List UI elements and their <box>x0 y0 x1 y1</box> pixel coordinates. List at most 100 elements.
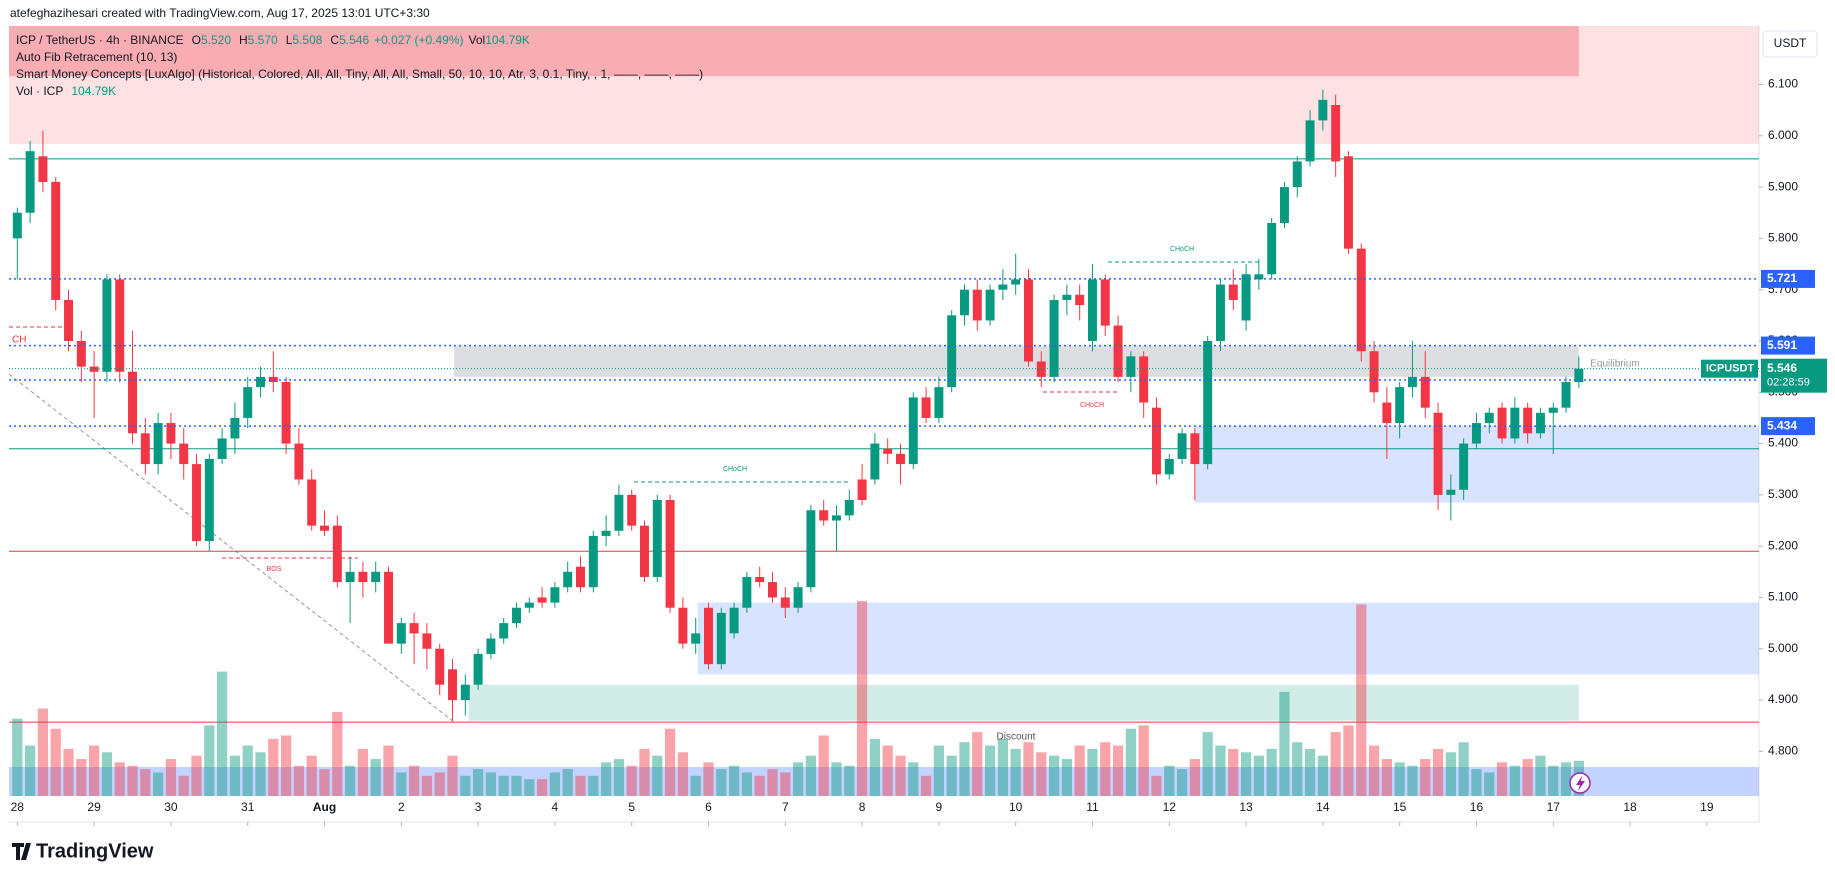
volume-bar <box>229 755 241 796</box>
volume-bar <box>460 775 471 796</box>
candle-body <box>883 448 893 454</box>
candle-body <box>742 576 752 608</box>
currency-box[interactable] <box>1762 30 1818 58</box>
x-tick-label: 29 <box>87 800 101 814</box>
volume-bar <box>1176 769 1188 796</box>
volume-bar <box>1164 765 1175 796</box>
candle-body <box>652 500 662 577</box>
candle-body <box>1126 356 1136 377</box>
x-tick-label: 17 <box>1547 800 1561 814</box>
candle-body <box>115 279 125 372</box>
candle-body <box>332 525 342 583</box>
volume-bar <box>1330 732 1341 796</box>
candle-body <box>512 607 521 624</box>
volume-bar <box>408 765 420 796</box>
symbol-label: ICPUSDT <box>1706 363 1755 375</box>
volume-bar <box>191 755 202 796</box>
volume-bar <box>575 775 586 796</box>
candle-body <box>1062 294 1072 300</box>
candle-body <box>409 623 419 634</box>
y-tick-label: 4.800 <box>1768 744 1798 758</box>
volume-bar <box>88 745 100 796</box>
volume-bar <box>1023 742 1034 796</box>
candle-body <box>588 535 598 588</box>
volume-bar <box>421 775 433 796</box>
volume-bar <box>831 762 842 796</box>
volume-bar <box>588 775 599 796</box>
candle-body <box>870 443 880 480</box>
x-tick-label: 11 <box>1086 800 1099 814</box>
candle-body <box>1318 99 1328 121</box>
volume-bar <box>1356 604 1367 796</box>
symbol-box <box>1701 359 1758 378</box>
volume-bar <box>1189 759 1200 796</box>
header: atefeghazihesari created with TradingVie… <box>10 6 430 20</box>
volume-bar <box>652 755 663 796</box>
volume-bar <box>447 755 458 796</box>
volume-bar <box>792 762 804 796</box>
level-label: 5.434 <box>1767 418 1797 432</box>
candle-body <box>780 597 790 608</box>
level-label: 5.591 <box>1767 338 1797 352</box>
volume-bar <box>780 772 791 796</box>
volume-bar <box>536 779 548 796</box>
x-tick-label: 16 <box>1470 800 1484 814</box>
volume-bar <box>1560 762 1572 796</box>
candle-body <box>985 289 995 321</box>
candle-body <box>665 500 675 608</box>
candle-body <box>179 443 189 465</box>
candle-body <box>947 315 957 388</box>
candle-body <box>1523 407 1533 434</box>
volume-bar <box>869 738 881 796</box>
trend-line <box>8 373 455 723</box>
candle-body <box>384 571 393 644</box>
candle-body <box>793 587 803 608</box>
candle-body <box>1305 120 1315 162</box>
candle-body <box>1139 356 1149 403</box>
volume-bar <box>1548 765 1559 796</box>
annotation: Discount <box>997 732 1036 743</box>
volume-bar <box>76 759 87 796</box>
candle-body <box>972 289 982 321</box>
x-tick-label: 13 <box>1239 800 1253 814</box>
volume-bar <box>1343 725 1354 796</box>
last-price-box <box>1761 358 1827 393</box>
volume-bar <box>741 772 753 796</box>
candle-body <box>76 340 86 367</box>
volume-bar <box>984 745 996 796</box>
candle-body <box>768 582 777 598</box>
y-tick-label: 5.200 <box>1768 538 1798 552</box>
candle-body <box>460 684 470 701</box>
candle-body <box>1446 489 1456 495</box>
candle-body <box>102 279 112 372</box>
volume-bar <box>242 745 253 796</box>
volume-bar <box>895 755 906 796</box>
volume-bar <box>152 772 164 796</box>
candle-body <box>1331 105 1341 162</box>
candle-body <box>25 151 35 213</box>
candle-body <box>1433 412 1443 495</box>
volume-legend: Vol · ICP 104.79K <box>16 84 116 98</box>
volume-bar <box>396 772 407 796</box>
candle-body <box>217 438 227 459</box>
annotation: BOS <box>267 566 282 573</box>
volume-bar <box>1509 765 1520 796</box>
candle-body <box>38 156 48 182</box>
volume-bar <box>319 769 330 796</box>
volume-bar <box>1317 755 1328 796</box>
x-tick-label: 28 <box>11 800 25 814</box>
volume-bar <box>1304 748 1316 796</box>
volume-bar <box>1292 742 1303 796</box>
x-tick-label: 8 <box>859 800 866 814</box>
volume-bar <box>1112 745 1124 796</box>
candle-body <box>1036 361 1046 377</box>
volume-bar <box>1420 759 1431 796</box>
volume-bar <box>920 775 932 796</box>
volume-bar <box>1228 748 1239 796</box>
volume-bar <box>1048 755 1060 796</box>
candle-body <box>959 289 969 316</box>
volume-bar <box>716 769 727 796</box>
legend-ohlc-label: L <box>286 33 293 47</box>
volume-bar <box>728 765 740 796</box>
